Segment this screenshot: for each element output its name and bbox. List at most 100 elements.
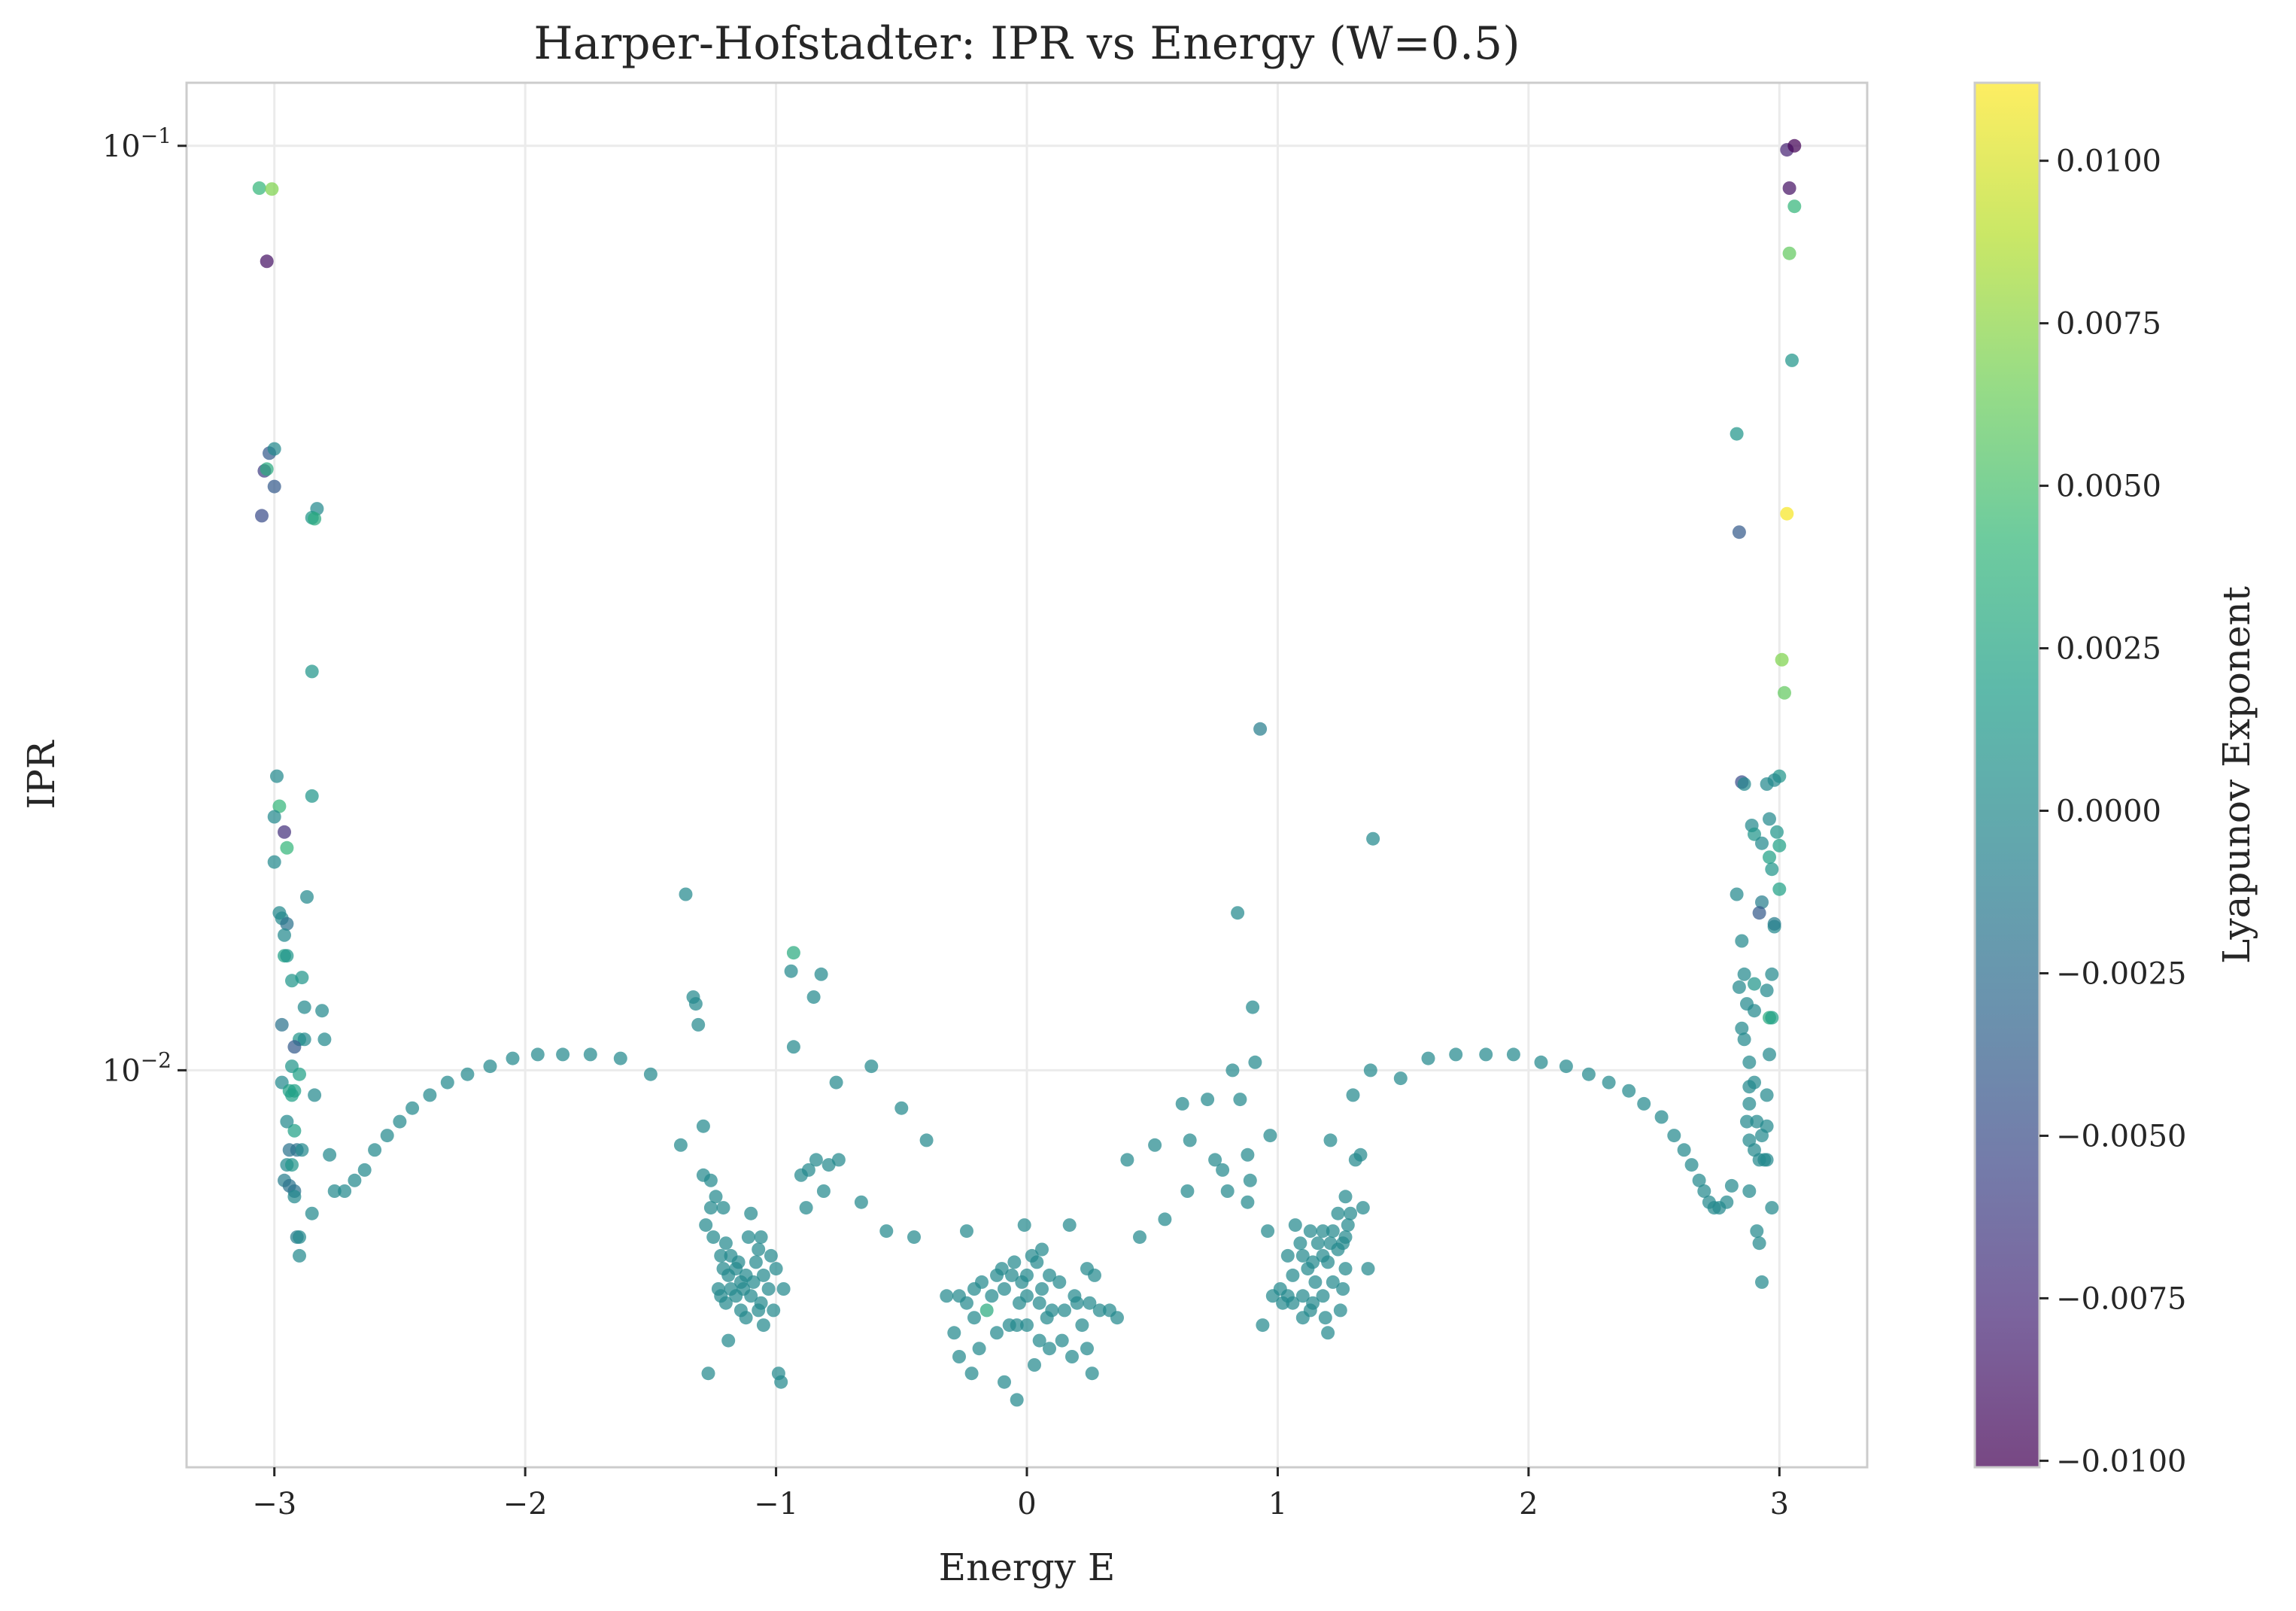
data-point [1040,1311,1054,1324]
data-point [1183,1133,1197,1147]
data-point [1028,1358,1041,1372]
data-point [268,856,281,869]
data-point [1783,247,1796,260]
data-point [965,1366,979,1380]
data-point [1321,1326,1335,1339]
data-point [1071,1296,1084,1310]
data-point [749,1255,763,1269]
data-point [268,810,281,824]
data-point [1261,1224,1274,1238]
colorbar-tick-label: 0.0050 [2056,470,2161,504]
data-point [697,1120,710,1133]
data-point [770,1262,783,1275]
data-point [1010,1393,1024,1406]
data-point [531,1047,545,1061]
data-point [1364,1063,1377,1077]
data-point [689,997,703,1011]
data-point [287,1040,301,1053]
data-point [998,1282,1011,1296]
data-point [1742,1184,1756,1198]
x-tick-label: 0 [1017,1487,1036,1521]
data-point [265,182,278,196]
data-point [1176,1097,1189,1111]
data-point [1010,1318,1024,1332]
data-point [278,825,291,839]
data-point [1755,1275,1769,1289]
data-point [1035,1282,1049,1296]
data-point [1332,1207,1345,1220]
data-point [998,1375,1011,1389]
x-axis-label: Energy E [939,1546,1116,1589]
data-point [1742,1056,1756,1069]
data-point [1738,777,1751,791]
data-point [1311,1236,1325,1250]
data-point [1735,935,1748,948]
data-point [1248,1056,1262,1069]
colorbar-tick-label: −0.0100 [2056,1444,2186,1479]
data-point [1241,1196,1254,1209]
data-point [674,1138,688,1152]
data-point [1276,1296,1289,1310]
data-point [1241,1148,1254,1162]
data-point [1535,1056,1548,1069]
data-point [253,181,266,195]
data-point [1748,977,1761,991]
x-tick-label: −3 [252,1487,296,1521]
data-point [1507,1047,1520,1061]
data-point [800,1201,813,1214]
data-point [973,1342,986,1355]
data-point [1760,1088,1774,1102]
data-point [348,1174,361,1187]
data-point [1772,883,1786,896]
data-point [1730,888,1744,901]
data-point [704,1174,718,1187]
colorbar-gradient [1975,83,2039,1467]
data-point [1637,1097,1651,1111]
data-point [285,1158,299,1172]
data-point [1730,427,1744,441]
data-point [1244,1174,1257,1187]
data-point [1293,1236,1307,1250]
data-point [702,1366,715,1380]
data-point [894,1102,908,1115]
data-point [1582,1068,1596,1081]
x-tick-label: 3 [1770,1487,1789,1521]
data-point [1772,839,1786,853]
data-point [967,1282,981,1296]
colorbar-tick-label: 0.0075 [2056,307,2161,342]
data-point [1201,1093,1214,1106]
data-point [287,1190,301,1203]
data-point [1216,1163,1229,1177]
data-point [830,1076,843,1090]
data-point [967,1311,981,1324]
data-point [1336,1282,1350,1296]
data-point [1148,1138,1162,1152]
data-point [358,1163,372,1177]
data-point [1286,1269,1299,1282]
data-point [719,1236,733,1250]
data-point [1725,1179,1739,1193]
data-point [752,1243,765,1257]
data-point [484,1059,497,1073]
data-point [755,1230,768,1244]
data-point [699,1218,712,1232]
data-point [1738,1032,1751,1046]
data-point [907,1230,921,1244]
data-point [460,1068,474,1081]
data-point [1765,862,1778,876]
y-axis-label: IPR [20,740,63,809]
data-point [1088,1269,1101,1282]
data-point [308,512,321,525]
data-point [1233,1093,1247,1106]
data-point [1075,1318,1089,1332]
colorbar-tick-label: 0.0100 [2056,144,2161,179]
x-tick-label: −2 [503,1487,548,1521]
data-point [679,888,693,901]
data-point [1058,1303,1071,1317]
data-point [864,1059,878,1073]
data-point [1281,1249,1295,1263]
data-point [1720,1196,1733,1209]
data-point [1332,1243,1345,1257]
data-point [270,770,284,783]
